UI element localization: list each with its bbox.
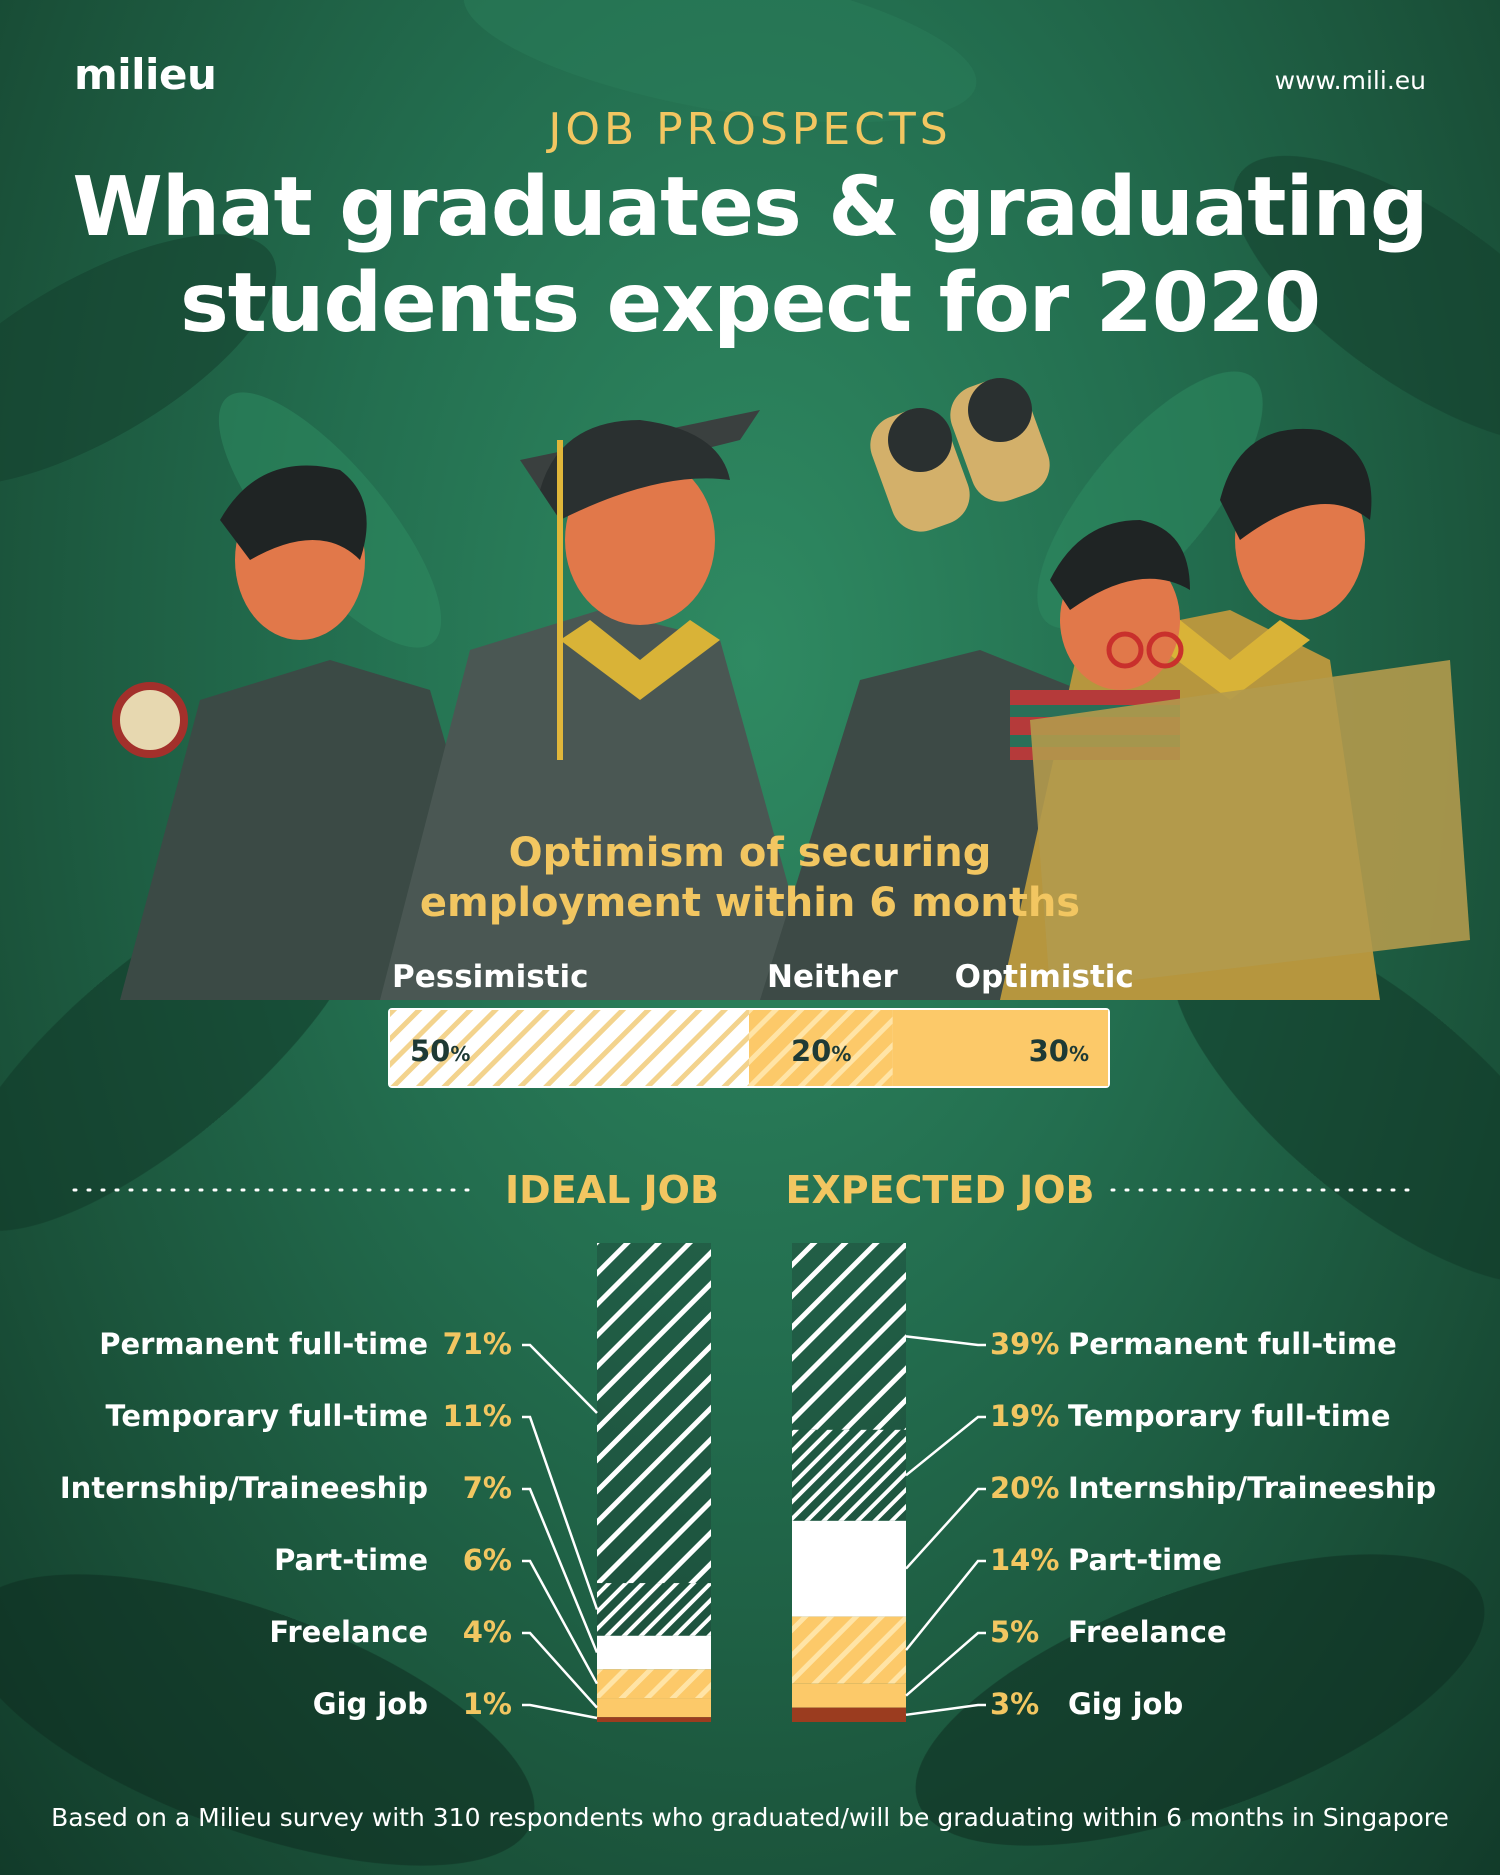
expected-value-label: 5% [990,1615,1039,1649]
website-url[interactable]: www.mili.eu [1274,66,1426,95]
expected-category-label: Freelance [1068,1615,1227,1649]
ideal-value-label: 6% [463,1543,512,1577]
title-line-1: What graduates & graduating [72,160,1428,255]
optimism-value-pessimistic: 50% [410,1034,470,1068]
expected-category-label: Temporary full-time [1068,1399,1391,1433]
expected-segment-6 [792,1707,906,1722]
ideal-category-label: Gig job [313,1687,428,1721]
ideal-leader-line [522,1559,599,1685]
graduates-illustration [112,378,1470,1000]
expected-value-label: 20% [990,1471,1059,1505]
optimism-label-neither: Neither [767,959,899,995]
optimism-chart: Pessimistic Neither Optimistic 50% 20% 30% [388,959,1134,1088]
ideal-value-label: 7% [463,1471,512,1505]
expected-category-label: Gig job [1068,1687,1183,1721]
page-title: What graduates & graduating students exp… [0,160,1500,352]
ideal-value-label: 71% [443,1327,512,1361]
expected-category-label: Part-time [1068,1543,1222,1577]
expected-job-title: EXPECTED JOB [785,1168,1094,1212]
expected-segment-5 [792,1683,906,1708]
ideal-segment-2 [597,1583,711,1636]
expected-segment-3 [792,1520,906,1617]
title-line-2: students expect for 2020 [179,256,1321,351]
optimism-label-optimistic: Optimistic [955,959,1134,995]
ideal-category-label: Part-time [274,1543,428,1577]
expected-leader-line [905,1703,986,1717]
job-charts: IDEAL JOB EXPECTED JOB Permanent full-ti… [60,1168,1436,1722]
ideal-segment-5 [597,1698,711,1718]
ideal-value-label: 11% [443,1399,512,1433]
optimism-value-optimistic: 30% [1029,1034,1089,1068]
ideal-segment-4 [597,1669,711,1699]
expected-category-label: Internship/Traineeship [1068,1471,1436,1505]
ideal-leader-line [522,1703,598,1720]
expected-segment-2 [792,1429,906,1521]
expected-leader-line [905,1559,986,1651]
section-kicker: JOB PROSPECTS [548,104,952,155]
ideal-segment-3 [597,1635,711,1670]
ideal-segment-1 [597,1243,711,1584]
expected-segment-1 [792,1243,906,1430]
ideal-category-label: Temporary full-time [105,1399,428,1433]
optimism-segment-neither [749,1010,893,1086]
optimism-value-neither: 20% [791,1034,851,1068]
optimism-label-pessimistic: Pessimistic [392,959,588,995]
expected-value-label: 3% [990,1687,1039,1721]
ideal-leader-line [522,1343,598,1414]
expected-value-label: 14% [990,1543,1059,1577]
expected-leader-line [905,1631,986,1697]
expected-segment-4 [792,1616,906,1684]
ideal-leader-line [522,1631,598,1709]
expected-leader-line [905,1487,986,1570]
ideal-job-title: IDEAL JOB [505,1168,719,1212]
ideal-category-label: Permanent full-time [99,1327,428,1361]
expected-value-label: 19% [990,1399,1059,1433]
expected-value-label: 39% [990,1327,1059,1361]
ideal-leader-line [522,1415,599,1610]
ideal-value-label: 1% [463,1687,512,1721]
optimism-segment-optimistic [892,1010,1108,1086]
ideal-category-label: Freelance [269,1615,428,1649]
optimism-segment-pessimistic [390,1010,749,1086]
ideal-value-label: 4% [463,1615,512,1649]
ideal-category-label: Internship/Traineeship [60,1471,428,1505]
expected-leader-line [905,1335,986,1347]
expected-leader-line [905,1415,986,1477]
ideal-segment-6 [597,1717,711,1722]
ideal-leader-line [522,1487,599,1654]
expected-category-label: Permanent full-time [1068,1327,1397,1361]
footnote: Based on a Milieu survey with 310 respon… [51,1803,1449,1832]
milieu-logo: milieu [74,50,217,99]
